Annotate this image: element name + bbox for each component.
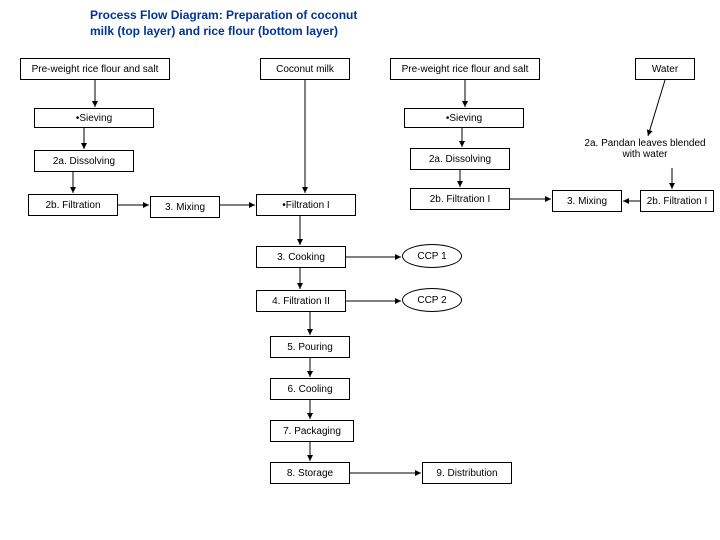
node-n12: •Filtration I bbox=[256, 194, 356, 216]
node-n4: Water bbox=[635, 58, 695, 80]
node-n22: 9. Distribution bbox=[422, 462, 512, 484]
node-n16: 3. Cooking bbox=[256, 246, 346, 268]
node-n21: 8. Storage bbox=[270, 462, 350, 484]
node-n13: 2b. Filtration I bbox=[410, 188, 510, 210]
node-n19: 6. Cooling bbox=[270, 378, 350, 400]
node-n6: •Sieving bbox=[404, 108, 524, 128]
edges-layer bbox=[0, 0, 720, 540]
node-n10: 2b. Filtration bbox=[28, 194, 118, 216]
node-n15: 2b. Filtration I bbox=[640, 190, 714, 212]
node-n7: 2a. Dissolving bbox=[34, 150, 134, 172]
node-n11: 3. Mixing bbox=[150, 196, 220, 218]
node-n5: •Sieving bbox=[34, 108, 154, 128]
node-n8: 2a. Dissolving bbox=[410, 148, 510, 170]
node-n14: 3. Mixing bbox=[552, 190, 622, 212]
title-line1: Process Flow Diagram: Preparation of coc… bbox=[90, 8, 357, 22]
node-n20: 7. Packaging bbox=[270, 420, 354, 442]
node-n18: 5. Pouring bbox=[270, 336, 350, 358]
node-ccp1: CCP 1 bbox=[402, 244, 462, 268]
node-n2: Coconut milk bbox=[260, 58, 350, 80]
node-n9: 2a. Pandan leaves blended with water bbox=[580, 138, 710, 168]
node-n1: Pre-weight rice flour and salt bbox=[20, 58, 170, 80]
diagram-title: Process Flow Diagram: Preparation of coc… bbox=[90, 8, 410, 39]
node-n3: Pre-weight rice flour and salt bbox=[390, 58, 540, 80]
edge-n4-n9 bbox=[648, 80, 665, 136]
node-ccp2: CCP 2 bbox=[402, 288, 462, 312]
node-n17: 4. Filtration II bbox=[256, 290, 346, 312]
title-line2: milk (top layer) and rice flour (bottom … bbox=[90, 24, 338, 38]
